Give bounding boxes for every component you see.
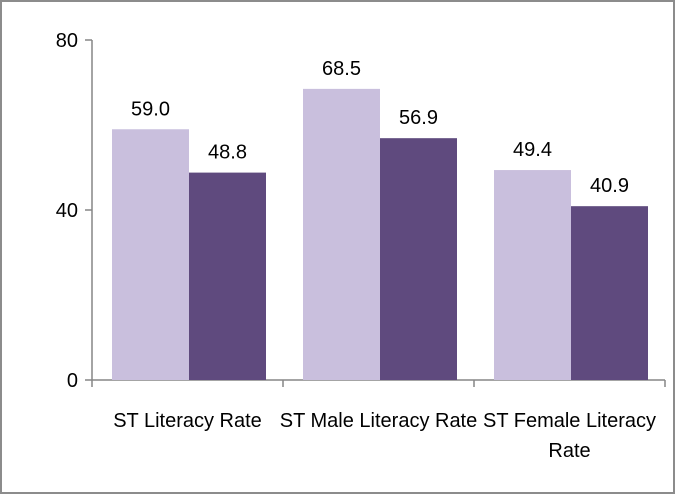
- x-tick-label-box: ST Female Literacy Rate: [482, 410, 657, 462]
- bar: [303, 88, 380, 380]
- x-tick-label: ST Female Literacy Rate: [482, 410, 657, 462]
- x-tick-label-box: ST Male Literacy Rate: [279, 410, 478, 432]
- bar: [380, 138, 457, 380]
- y-tick-label: 0: [67, 370, 78, 392]
- data-label: 59.0: [131, 98, 170, 120]
- bar: [571, 206, 648, 380]
- data-label: 48.8: [208, 142, 247, 164]
- x-tick-label: ST Literacy Rate: [113, 410, 262, 432]
- data-label: 49.4: [513, 139, 552, 161]
- bar: [494, 170, 571, 380]
- bar: [189, 172, 266, 380]
- x-tick-label-box: ST Literacy Rate: [113, 410, 262, 432]
- data-label: 40.9: [590, 175, 629, 197]
- y-tick-label: 40: [56, 200, 78, 222]
- bar: [112, 129, 189, 380]
- data-label: 68.5: [322, 58, 361, 80]
- y-tick-label: 80: [56, 30, 78, 52]
- data-label: 56.9: [399, 107, 438, 129]
- x-tick-label: ST Male Literacy Rate: [279, 410, 478, 432]
